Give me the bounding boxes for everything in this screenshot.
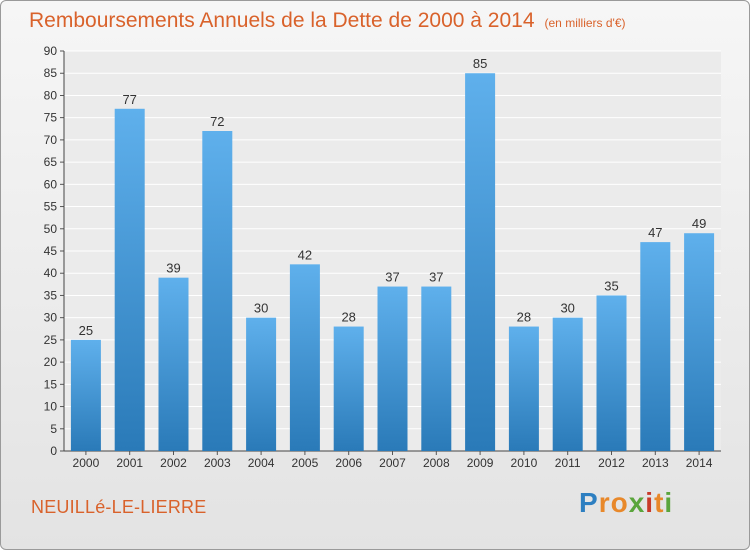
data-label-2010: 28	[517, 310, 531, 325]
bar-2003	[202, 131, 233, 451]
x-tick-label-2009: 2009	[467, 456, 494, 470]
bar-2005	[289, 264, 320, 451]
y-tick-label: 30	[44, 311, 58, 325]
data-label-2007: 37	[385, 270, 399, 285]
x-tick-label-2012: 2012	[598, 456, 625, 470]
bar-2010	[508, 326, 539, 451]
x-tick-label-2006: 2006	[335, 456, 362, 470]
y-tick-label: 25	[44, 333, 58, 347]
y-tick-label: 70	[44, 133, 58, 147]
chart-title: Remboursements Annuels de la Dette de 20…	[29, 9, 626, 33]
logo-letter: o	[610, 487, 629, 518]
y-tick-label: 45	[44, 244, 58, 258]
data-label-2003: 72	[210, 114, 224, 129]
y-tick-label: 90	[44, 44, 58, 58]
data-label-2001: 77	[122, 92, 136, 107]
x-tick-label-2004: 2004	[248, 456, 275, 470]
logo-letter: i	[664, 487, 674, 518]
logo-letter: t	[654, 487, 665, 518]
logo-letter: r	[598, 487, 611, 518]
proxiti-logo: Proxiti	[579, 487, 673, 519]
data-label-2000: 25	[79, 323, 93, 338]
data-label-2011: 30	[560, 301, 574, 316]
y-tick-label: 85	[44, 66, 58, 80]
bar-2014	[684, 233, 715, 451]
y-tick-label: 80	[44, 88, 58, 102]
data-label-2013: 47	[648, 225, 662, 240]
bar-2011	[552, 317, 583, 451]
bar-2009	[465, 73, 496, 451]
town-name: NEUILLé-LE-LIERRE	[31, 497, 207, 517]
data-label-2004: 30	[254, 301, 268, 316]
data-label-2014: 49	[692, 216, 706, 231]
y-tick-label: 15	[44, 377, 58, 391]
x-tick-label-2003: 2003	[204, 456, 231, 470]
bar-2008	[421, 286, 452, 451]
bar-2013	[640, 242, 671, 451]
bar-2006	[333, 326, 364, 451]
bar-2001	[114, 108, 145, 452]
logo-letter: i	[645, 487, 655, 518]
x-tick-label-2008: 2008	[423, 456, 450, 470]
y-tick-label: 65	[44, 155, 58, 169]
logo-letter: x	[628, 487, 646, 518]
y-tick-label: 75	[44, 111, 58, 125]
bar-2012	[596, 295, 627, 451]
data-label-2008: 37	[429, 270, 443, 285]
data-label-2002: 39	[166, 261, 180, 276]
bar-2000	[70, 339, 101, 451]
data-label-2005: 42	[298, 247, 312, 262]
data-label-2009: 85	[473, 56, 487, 71]
y-tick-label: 0	[50, 444, 57, 458]
logo-letter: P	[579, 487, 599, 518]
x-tick-label-2002: 2002	[160, 456, 187, 470]
x-tick-label-2010: 2010	[511, 456, 538, 470]
data-label-2006: 28	[341, 310, 355, 325]
x-tick-label-2007: 2007	[379, 456, 406, 470]
y-tick-label: 50	[44, 222, 58, 236]
chart-unit-label: (en milliers d'€)	[544, 16, 626, 30]
y-tick-label: 60	[44, 177, 58, 191]
y-tick-label: 10	[44, 400, 58, 414]
bar-2004	[246, 317, 277, 451]
y-tick-label: 55	[44, 200, 58, 214]
data-label-2012: 35	[604, 278, 618, 293]
y-tick-label: 35	[44, 288, 58, 302]
y-tick-label: 40	[44, 266, 58, 280]
x-tick-label-2000: 2000	[73, 456, 100, 470]
x-tick-label-2013: 2013	[642, 456, 669, 470]
chart-title-text: Remboursements Annuels de la Dette de 20…	[29, 9, 535, 32]
x-tick-label-2014: 2014	[686, 456, 713, 470]
x-tick-label-2011: 2011	[555, 456, 581, 470]
bar-2007	[377, 286, 408, 451]
bar-2002	[158, 277, 189, 451]
y-tick-label: 20	[44, 355, 58, 369]
y-tick-label: 5	[50, 422, 57, 436]
x-tick-label-2001: 2001	[116, 456, 143, 470]
x-tick-label-2005: 2005	[292, 456, 319, 470]
